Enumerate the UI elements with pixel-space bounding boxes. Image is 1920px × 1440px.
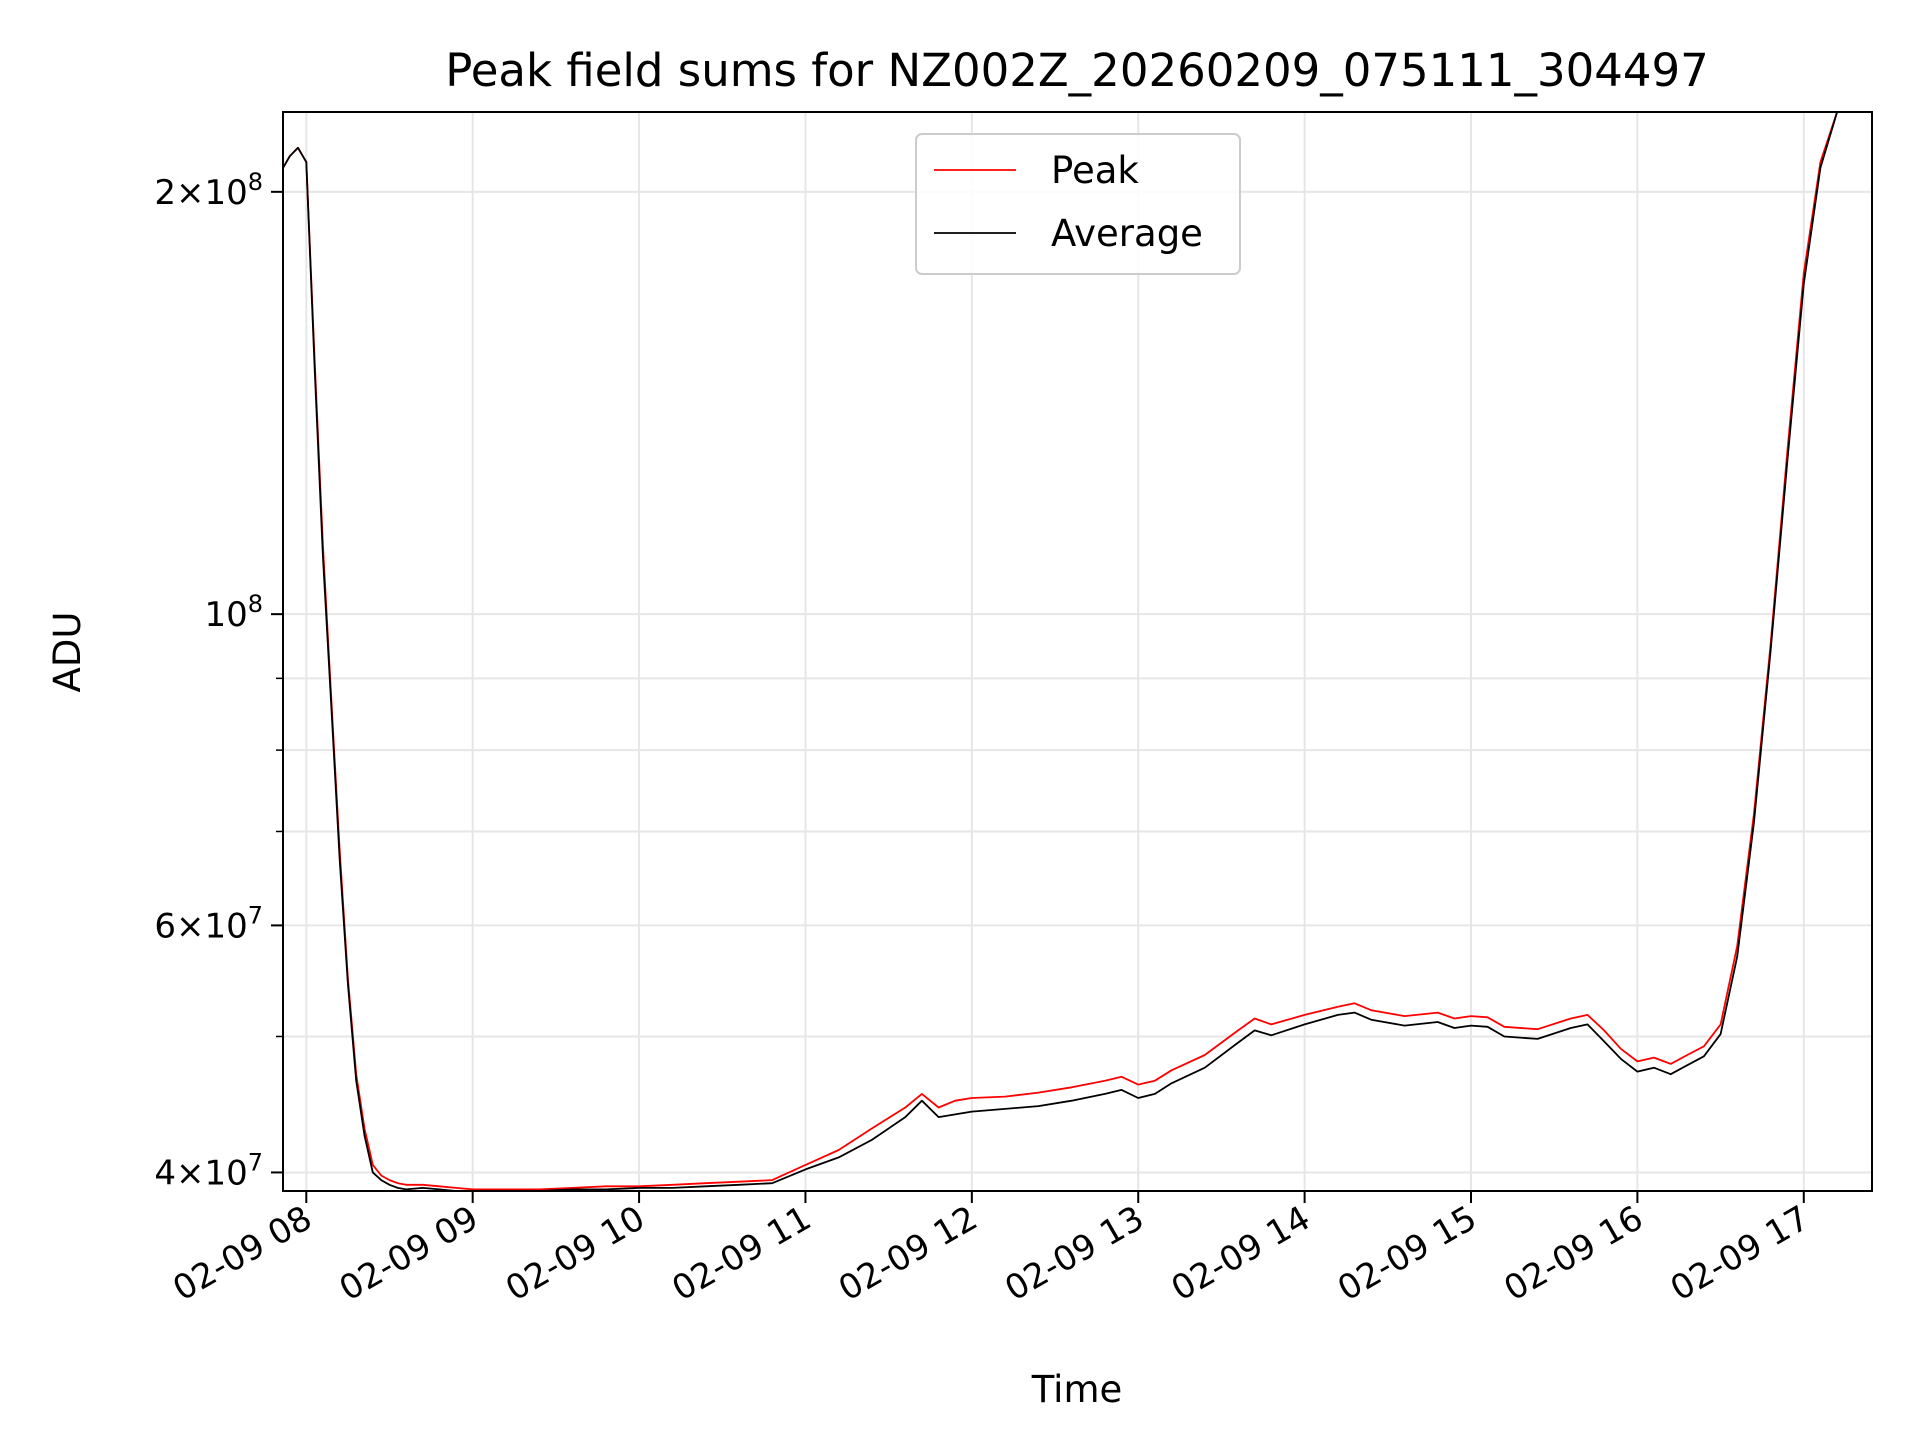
series-line-average [283,112,1872,1191]
y-axis-label: ADU [46,612,89,693]
y-tick-label: 4×107 [154,1148,263,1193]
y-tick-label: 2×108 [154,168,263,213]
grid [283,112,1872,1191]
chart-title: Peak field sums for NZ002Z_20260209_0751… [445,44,1709,97]
series-layer [283,112,1872,1191]
y-minor-ticks [276,677,283,1038]
y-tick-label: 108 [204,590,263,635]
legend-box [915,133,1241,275]
x-axis-label: Time [1031,1368,1123,1411]
y-tick-label: 6×107 [154,901,263,946]
legend-label-peak: Peak [1051,149,1139,192]
series-line-peak [283,112,1872,1191]
y-axis: 4×107 6×107 108 2×108 [154,168,283,1193]
legend: Peak Average [915,133,1241,275]
plot-frame [282,111,1873,1192]
legend-label-average: Average [1051,212,1203,255]
